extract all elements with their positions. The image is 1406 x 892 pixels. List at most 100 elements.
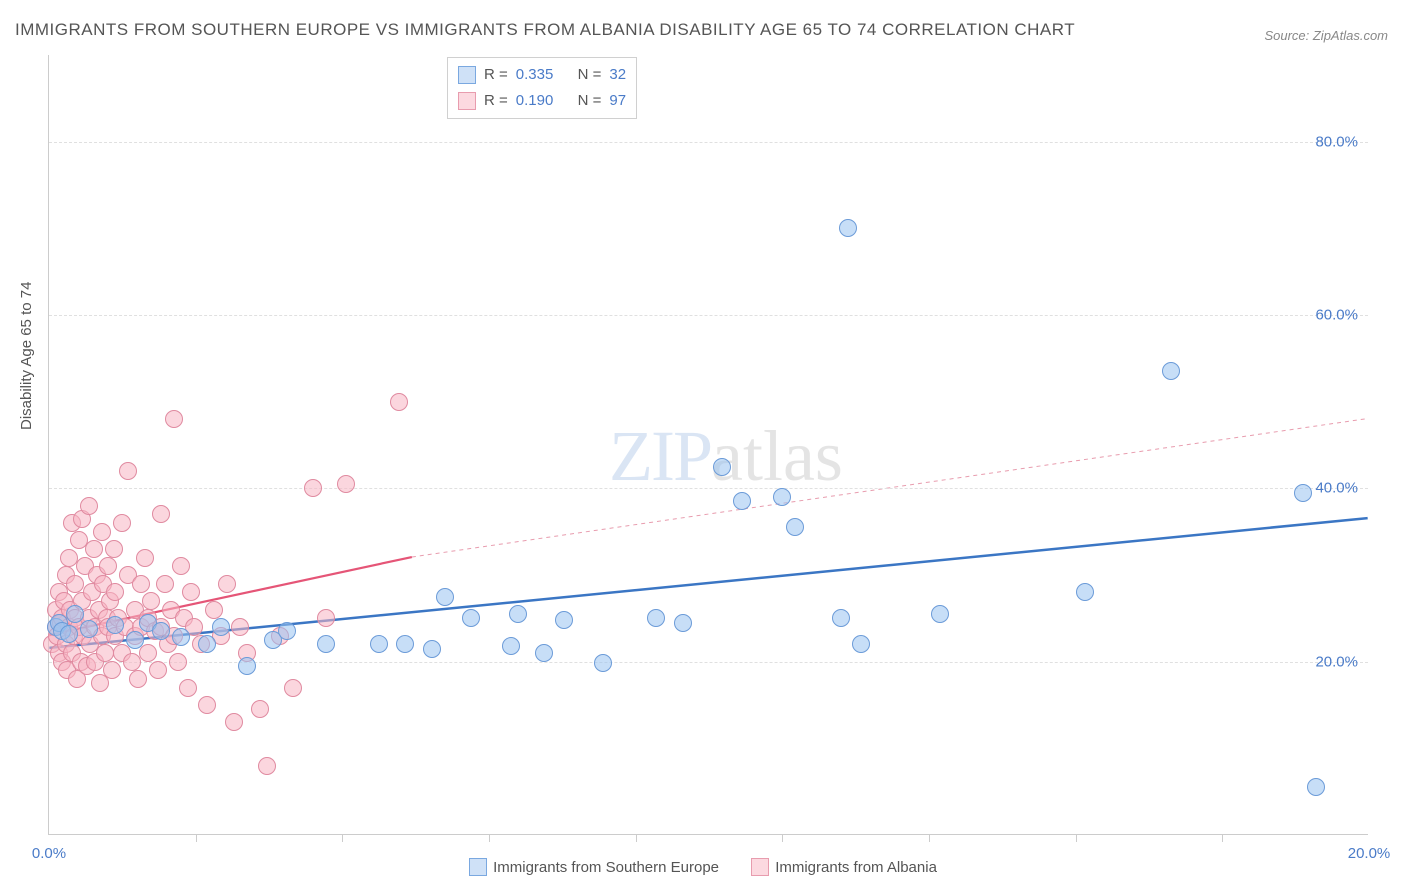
scatter-point	[139, 644, 157, 662]
scatter-point	[179, 679, 197, 697]
y-tick-label: 20.0%	[1315, 653, 1358, 670]
scatter-point	[1307, 778, 1325, 796]
scatter-point	[390, 393, 408, 411]
x-minor-tick	[489, 834, 490, 842]
y-tick-label: 80.0%	[1315, 133, 1358, 150]
scatter-point	[594, 654, 612, 672]
scatter-point	[103, 661, 121, 679]
scatter-point	[66, 575, 84, 593]
x-minor-tick	[1222, 834, 1223, 842]
scatter-point	[165, 410, 183, 428]
gridline-horizontal	[49, 315, 1368, 316]
scatter-point	[509, 605, 527, 623]
scatter-point	[123, 653, 141, 671]
scatter-point	[85, 540, 103, 558]
scatter-point	[106, 583, 124, 601]
stats-row-series-2: R = 0.190 N = 97	[458, 88, 626, 114]
chart-title: IMMIGRANTS FROM SOUTHERN EUROPE VS IMMIG…	[15, 20, 1075, 40]
scatter-point	[647, 609, 665, 627]
swatch-pink	[751, 858, 769, 876]
scatter-point	[337, 475, 355, 493]
n-label: N =	[578, 88, 602, 114]
scatter-point	[60, 625, 78, 643]
legend-item-1: Immigrants from Southern Europe	[469, 858, 719, 876]
scatter-point	[396, 635, 414, 653]
scatter-point	[136, 549, 154, 567]
r-label: R =	[484, 88, 508, 114]
scatter-point	[80, 620, 98, 638]
scatter-point	[182, 583, 200, 601]
scatter-point	[156, 575, 174, 593]
n-value-1: 32	[609, 62, 626, 88]
scatter-point	[132, 575, 150, 593]
scatter-point	[733, 492, 751, 510]
scatter-point	[105, 540, 123, 558]
scatter-point	[106, 616, 124, 634]
scatter-point	[152, 505, 170, 523]
swatch-pink	[458, 92, 476, 110]
regression-lines-svg	[49, 55, 1368, 834]
gridline-horizontal	[49, 488, 1368, 489]
scatter-point	[212, 618, 230, 636]
scatter-point	[231, 618, 249, 636]
scatter-point	[502, 637, 520, 655]
series-legend: Immigrants from Southern Europe Immigran…	[0, 858, 1406, 880]
scatter-point	[99, 557, 117, 575]
scatter-point	[126, 631, 144, 649]
legend-label-1: Immigrants from Southern Europe	[493, 859, 719, 876]
scatter-point	[113, 514, 131, 532]
scatter-point	[535, 644, 553, 662]
legend-item-2: Immigrants from Albania	[751, 858, 937, 876]
scatter-point	[198, 635, 216, 653]
scatter-point	[225, 713, 243, 731]
scatter-point	[149, 661, 167, 679]
y-tick-label: 40.0%	[1315, 480, 1358, 497]
legend-label-2: Immigrants from Albania	[775, 859, 937, 876]
scatter-point	[674, 614, 692, 632]
x-minor-tick	[1076, 834, 1077, 842]
scatter-point	[172, 628, 190, 646]
scatter-point	[172, 557, 190, 575]
scatter-point	[129, 670, 147, 688]
r-label: R =	[484, 62, 508, 88]
x-minor-tick	[196, 834, 197, 842]
scatter-point	[773, 488, 791, 506]
x-minor-tick	[636, 834, 637, 842]
correlation-stats-legend: R = 0.335 N = 32 R = 0.190 N = 97	[447, 57, 637, 119]
scatter-point	[317, 609, 335, 627]
scatter-point	[1294, 484, 1312, 502]
scatter-point	[169, 653, 187, 671]
scatter-point	[462, 609, 480, 627]
scatter-point	[839, 219, 857, 237]
scatter-point	[60, 549, 78, 567]
scatter-point	[152, 622, 170, 640]
scatter-point	[205, 601, 223, 619]
scatter-point	[304, 479, 322, 497]
scatter-point	[284, 679, 302, 697]
scatter-point	[198, 696, 216, 714]
r-value-2: 0.190	[516, 88, 554, 114]
watermark-atlas: atlas	[711, 416, 843, 496]
scatter-point	[119, 462, 137, 480]
scatter-point	[258, 757, 276, 775]
scatter-point	[317, 635, 335, 653]
scatter-point	[555, 611, 573, 629]
scatter-point	[238, 657, 256, 675]
n-value-2: 97	[609, 88, 626, 114]
stats-row-series-1: R = 0.335 N = 32	[458, 62, 626, 88]
scatter-point	[251, 700, 269, 718]
gridline-horizontal	[49, 142, 1368, 143]
y-tick-label: 60.0%	[1315, 307, 1358, 324]
scatter-point	[436, 588, 454, 606]
scatter-point	[66, 605, 84, 623]
source-attribution: Source: ZipAtlas.com	[1264, 28, 1388, 43]
x-minor-tick	[782, 834, 783, 842]
swatch-blue	[469, 858, 487, 876]
scatter-point	[370, 635, 388, 653]
scatter-point	[80, 497, 98, 515]
scatter-point	[278, 622, 296, 640]
scatter-point	[1076, 583, 1094, 601]
y-axis-label: Disability Age 65 to 74	[18, 282, 35, 430]
x-minor-tick	[929, 834, 930, 842]
chart-plot-area: R = 0.335 N = 32 R = 0.190 N = 97 ZIPatl…	[48, 55, 1368, 835]
